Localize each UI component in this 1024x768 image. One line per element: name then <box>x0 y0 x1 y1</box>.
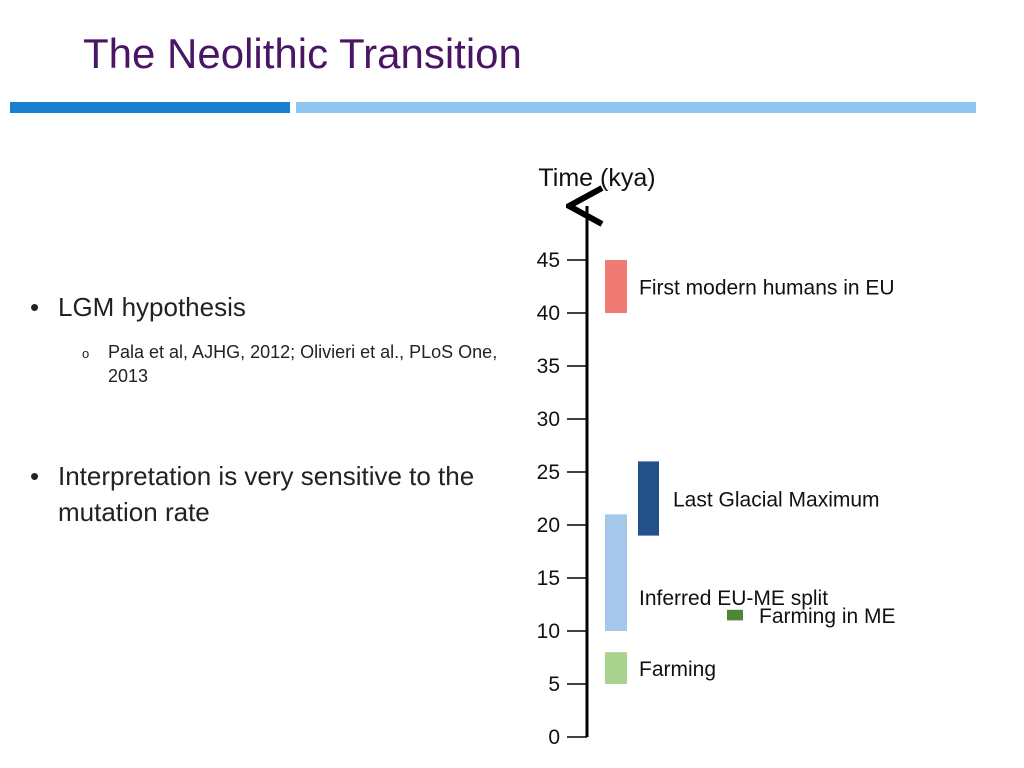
tick-label: 40 <box>537 302 560 325</box>
event-bar <box>605 260 627 313</box>
tick-label: 30 <box>537 408 560 431</box>
bullet-text: LGM hypothesis <box>58 292 246 322</box>
bullet-dot: • <box>30 292 40 322</box>
tick-group: 0 5 10 15 20 25 30 35 40 45 <box>537 249 587 749</box>
tick-label: 5 <box>548 673 560 696</box>
bullet-text: Interpretation is very sensitive to the … <box>58 461 475 527</box>
event-label: Inferred EU-ME split <box>639 587 828 610</box>
event-label: First modern humans in EU <box>639 277 895 300</box>
tick-label: 35 <box>537 355 560 378</box>
tick-label: 25 <box>537 461 560 484</box>
tick-label: 10 <box>537 620 560 643</box>
event-bar <box>727 609 743 621</box>
tick-label: 15 <box>537 567 560 590</box>
event-bar <box>638 461 659 536</box>
bullet-dot: • <box>30 461 40 491</box>
event-label: Farming in ME <box>759 605 896 628</box>
slide-title: The Neolithic Transition <box>83 30 522 77</box>
title-rule-light <box>296 102 976 113</box>
tick-label: 0 <box>548 726 560 749</box>
axis-label: Time (kya) <box>538 164 655 192</box>
sub-bullet-marker: o <box>82 346 90 361</box>
event-bar <box>605 652 627 684</box>
tick-label: 20 <box>537 514 560 537</box>
bullet-item: • Interpretation is very sensitive to th… <box>30 458 500 530</box>
event-label: Last Glacial Maximum <box>673 489 880 512</box>
event-bar <box>605 514 627 631</box>
sub-bullet-text: Pala et al, AJHG, 2012; Olivieri et al.,… <box>108 342 498 386</box>
title-rule-dark <box>10 102 290 113</box>
tick-label: 45 <box>537 249 560 272</box>
sub-bullet-item: o Pala et al, AJHG, 2012; Olivieri et al… <box>82 340 502 388</box>
event-label: Farming <box>639 658 716 681</box>
event-group: First modern humans in EU Last Glacial Ma… <box>605 260 896 684</box>
bullet-item: • LGM hypothesis <box>30 292 246 323</box>
